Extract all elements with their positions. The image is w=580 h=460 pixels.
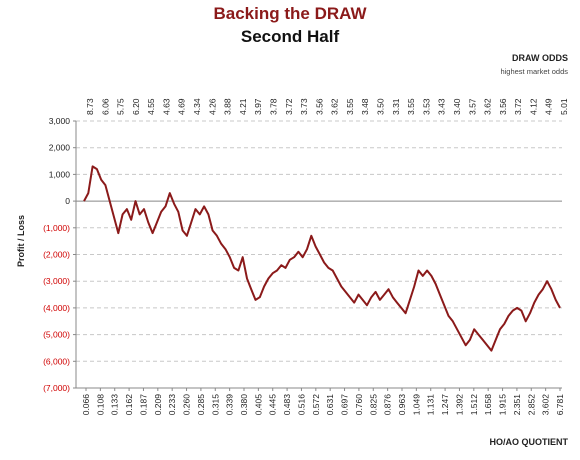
top-tick-label: 3.78	[268, 98, 278, 115]
x-tick-label: 2.852	[526, 394, 536, 416]
x-tick-label: 0.187	[138, 394, 148, 416]
x-tick-label: 6.781	[555, 394, 565, 416]
x-tick-label: 1.915	[498, 394, 508, 416]
y-tick-label: 2,000	[49, 143, 71, 153]
top-tick-label: 5.75	[116, 98, 126, 115]
top-tick-label: 3.97	[253, 98, 263, 115]
top-tick-label: 3.48	[360, 98, 370, 115]
y-tick-label: (7,000)	[43, 383, 70, 393]
y-tick-label: (2,000)	[43, 250, 70, 260]
x-tick-label: 3.602	[541, 394, 551, 416]
x-tick-label: 1.658	[483, 394, 493, 416]
top-tick-label: 3.55	[406, 98, 416, 115]
top-tick-label: 3.50	[376, 98, 386, 115]
x-tick-label: 0.233	[167, 394, 177, 416]
top-tick-label: 3.55	[345, 98, 355, 115]
top-tick-label: 3.72	[513, 98, 523, 115]
top-tick-label: 3.43	[437, 98, 447, 115]
x-tick-label: 1.392	[454, 394, 464, 416]
top-tick-label: 6.20	[131, 98, 141, 115]
x-tick-label: 0.572	[311, 394, 321, 416]
top-tick-label: 3.53	[421, 98, 431, 115]
y-tick-label: 0	[65, 196, 70, 206]
x-tick-label: 0.483	[282, 394, 292, 416]
top-tick-label: 3.88	[223, 98, 233, 115]
top-tick-label: 3.56	[314, 98, 324, 115]
series-line	[83, 165, 561, 352]
x-tick-label: 0.876	[383, 394, 393, 416]
y-tick-label: (1,000)	[43, 223, 70, 233]
top-tick-label: 3.56	[498, 98, 508, 115]
x-tick-label: 0.445	[268, 394, 278, 416]
top-tick-label: 3.62	[330, 98, 340, 115]
x-tick-label: 0.380	[239, 394, 249, 416]
top-tick-label: 4.12	[528, 98, 538, 115]
top-tick-label: 3.73	[299, 98, 309, 115]
x-tick-label: 0.260	[182, 394, 192, 416]
top-tick-label: 5.01	[559, 98, 569, 115]
x-tick-label: 0.825	[368, 394, 378, 416]
x-tick-label: 0.697	[340, 394, 350, 416]
x-tick-label: 0.315	[210, 394, 220, 416]
top-tick-label: 4.55	[146, 98, 156, 115]
x-tick-label: 0.209	[153, 394, 163, 416]
chart-title: Backing the DRAW	[213, 4, 367, 23]
x-tick-label: 1.131	[426, 394, 436, 416]
x-tick-label: 0.516	[296, 394, 306, 416]
x-tick-label: 0.108	[95, 394, 105, 416]
y-tick-label: (3,000)	[43, 276, 70, 286]
y-tick-label: (6,000)	[43, 356, 70, 366]
x-tick-label: 0.066	[81, 394, 91, 416]
x-tick-label: 1.512	[469, 394, 479, 416]
x-tick-label: 1.049	[411, 394, 421, 416]
x-tick-label: 0.339	[225, 394, 235, 416]
top-tick-label: 3.57	[467, 98, 477, 115]
top-tick-label: 3.40	[452, 98, 462, 115]
secondary-x-axis-note: highest market odds	[500, 67, 568, 76]
top-tick-label: 4.26	[207, 98, 217, 115]
x-tick-label: 0.405	[253, 394, 263, 416]
y-tick-label: 3,000	[49, 116, 71, 126]
top-tick-label: 3.62	[483, 98, 493, 115]
x-tick-label: 0.760	[354, 394, 364, 416]
top-tick-label: 4.69	[177, 98, 187, 115]
secondary-x-axis-title: DRAW ODDS	[512, 53, 568, 63]
x-tick-label: 0.963	[397, 394, 407, 416]
top-tick-label: 6.06	[100, 98, 110, 115]
x-tick-label: 0.285	[196, 394, 206, 416]
top-tick-label: 4.21	[238, 98, 248, 115]
y-tick-label: 1,000	[49, 169, 71, 179]
x-tick-label: 0.631	[325, 394, 335, 416]
x-tick-label: 0.162	[124, 394, 134, 416]
x-tick-label: 1.247	[440, 394, 450, 416]
x-tick-label: 0.133	[110, 394, 120, 416]
chart-subtitle: Second Half	[240, 27, 340, 46]
top-tick-label: 4.49	[544, 98, 554, 115]
x-axis-label: HO/AO QUOTIENT	[489, 437, 569, 447]
top-tick-label: 4.63	[161, 98, 171, 115]
y-tick-label: (5,000)	[43, 330, 70, 340]
x-tick-label: 2.351	[512, 394, 522, 416]
top-tick-label: 4.34	[192, 98, 202, 115]
top-tick-label: 3.31	[391, 98, 401, 115]
y-tick-label: (4,000)	[43, 303, 70, 313]
top-tick-label: 8.73	[85, 98, 95, 115]
top-tick-label: 3.72	[284, 98, 294, 115]
